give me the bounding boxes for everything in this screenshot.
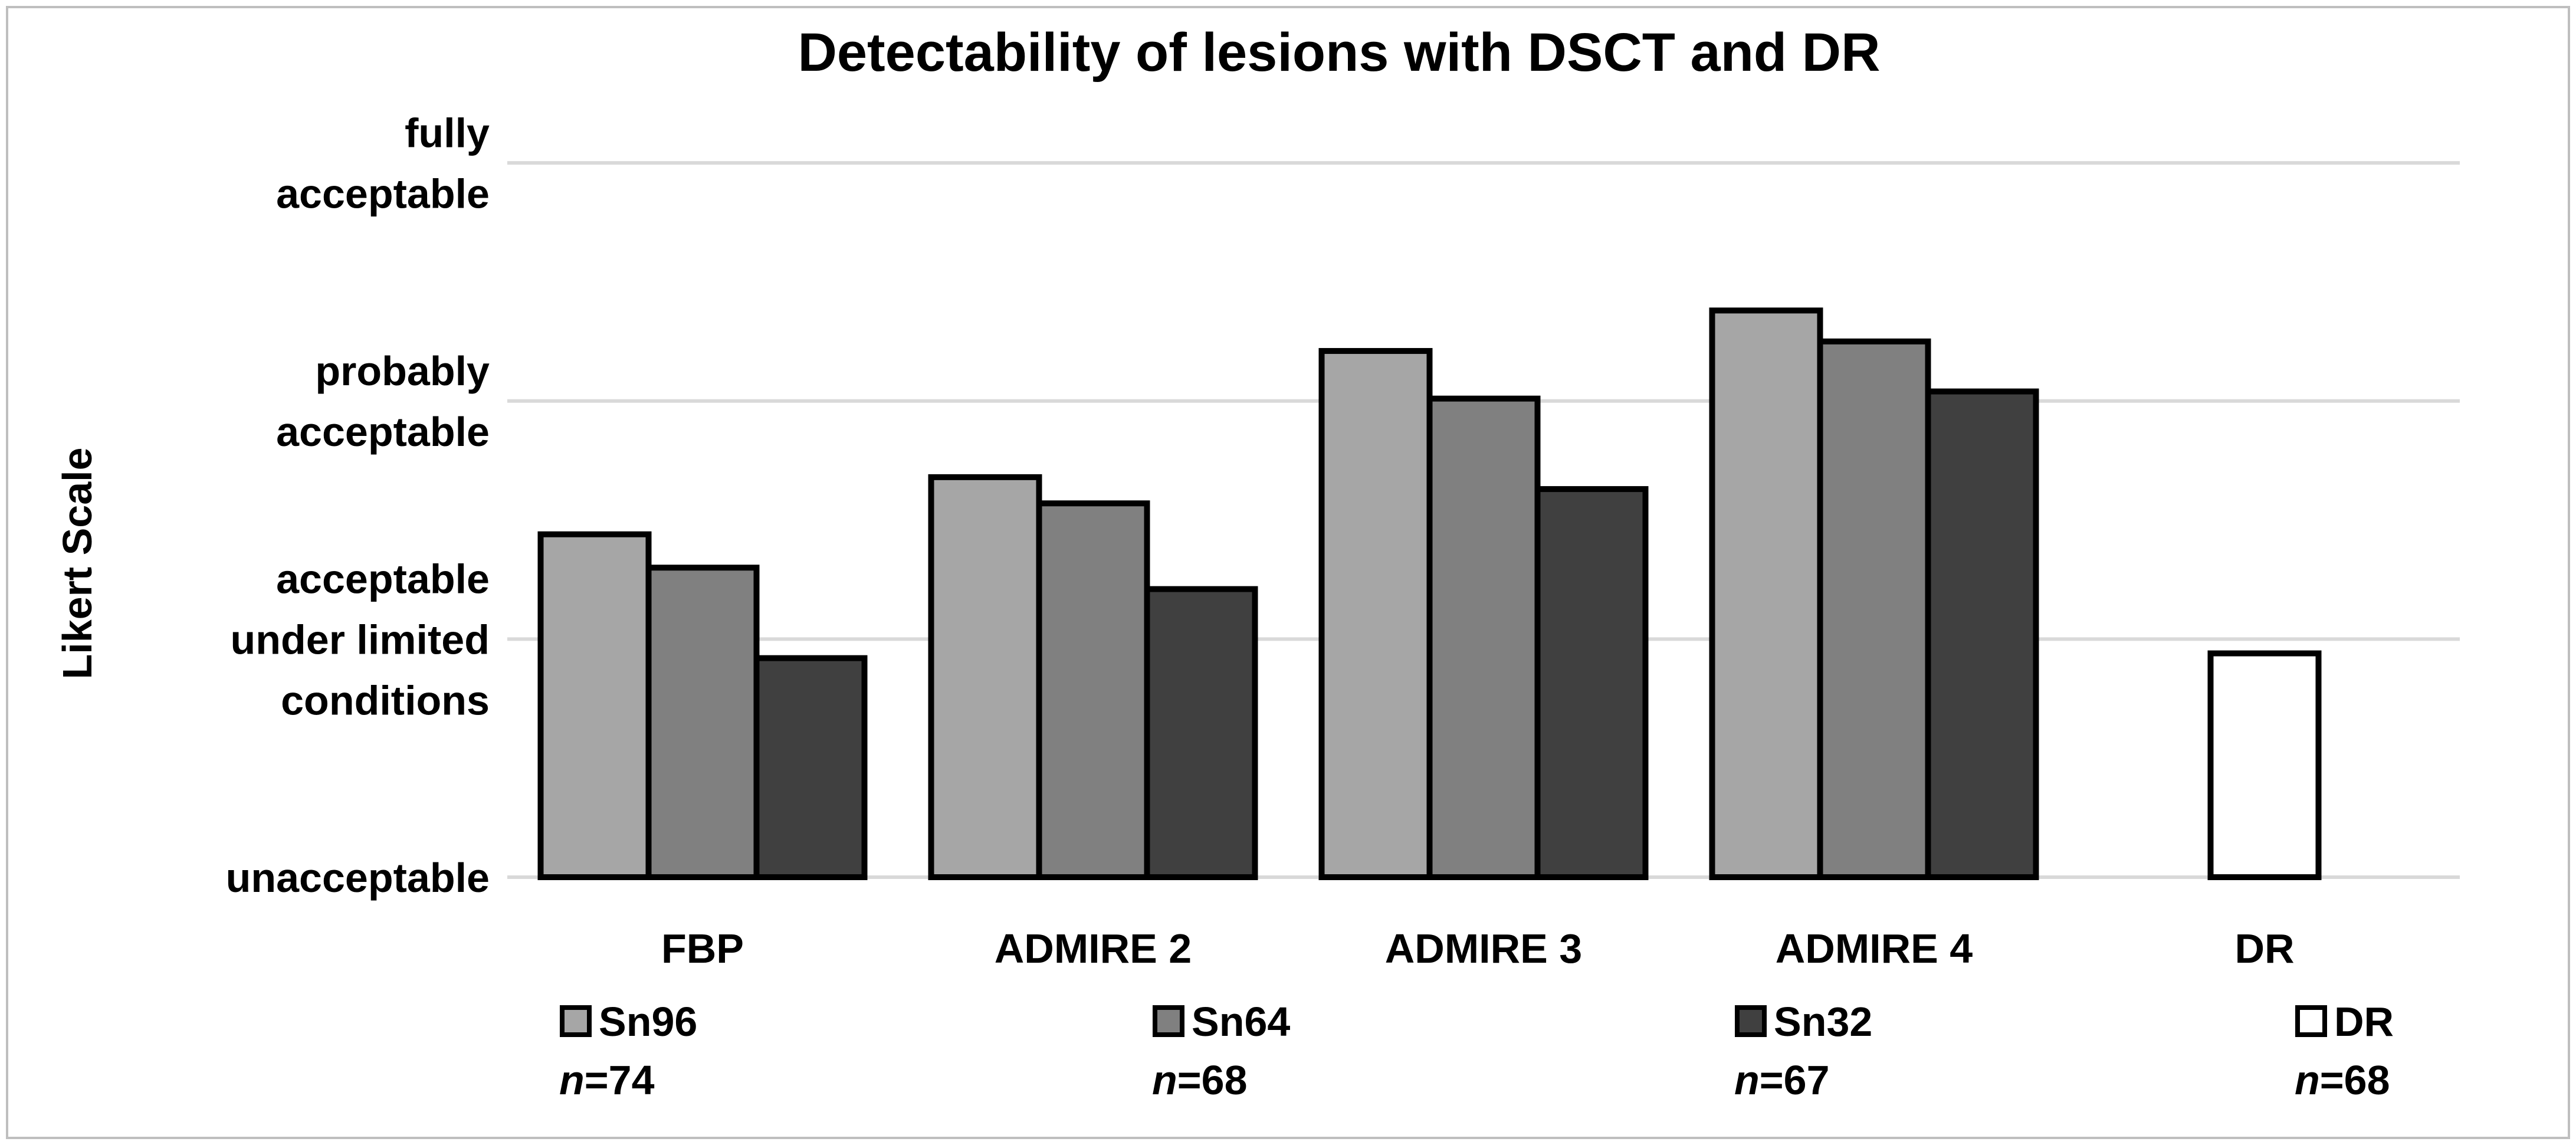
bar-sn96-admire-4 — [1709, 307, 1823, 880]
y-tick-line: under limited — [231, 616, 490, 662]
legend-swatch-sn32 — [1735, 1005, 1767, 1037]
y-tick-label-4: fully acceptable — [276, 110, 490, 217]
bar-sn64-admire-3 — [1426, 395, 1541, 880]
y-axis-label: Likert Scale — [54, 448, 100, 680]
x-tick-label-admire-2: ADMIRE 2 — [995, 926, 1192, 972]
sample-size-value: =74 — [585, 1057, 655, 1103]
y-tick-line: fully — [405, 110, 490, 156]
sample-size-value: =67 — [1760, 1057, 1830, 1103]
legend-label-sn32: Sn32 — [1774, 999, 1872, 1045]
sample-size-value: =68 — [1177, 1057, 1248, 1103]
legend-swatch-sn96 — [560, 1005, 592, 1037]
bar-sn32-fbp — [753, 655, 868, 880]
legend-sample-size-dr: n=68 — [2295, 1057, 2390, 1103]
y-tick-label-3: probably acceptable — [276, 348, 490, 455]
bar-sn32-admire-3 — [1534, 486, 1649, 880]
bars — [537, 307, 2322, 880]
sample-size-symbol: n — [1734, 1057, 1760, 1103]
y-tick-line: conditions — [281, 677, 490, 723]
y-tick-line: acceptable — [276, 409, 490, 455]
bar-sn64-admire-4 — [1817, 338, 1931, 880]
bar-dr-dr — [2207, 650, 2322, 880]
sample-size-symbol: n — [1152, 1057, 1177, 1103]
y-tick-line: probably — [315, 348, 490, 394]
chart-frame — [6, 6, 2570, 1139]
x-tick-label-admire-3: ADMIRE 3 — [1385, 926, 1582, 972]
y-tick-label-1: unacceptable — [226, 855, 490, 901]
bar-sn32-admire-4 — [1925, 388, 2039, 880]
bar-sn96-admire-2 — [928, 474, 1042, 880]
bar-sn96-fbp — [537, 531, 652, 880]
legend-label-sn64: Sn64 — [1192, 999, 1290, 1045]
bar-sn64-admire-2 — [1036, 500, 1150, 880]
legend-sample-size-sn32: n=67 — [1734, 1057, 1830, 1103]
legend-swatch-dr — [2295, 1005, 2327, 1037]
bar-sn64-fbp — [645, 565, 760, 880]
x-tick-label-fbp: FBP — [661, 926, 744, 972]
legend-label-dr: DR — [2334, 999, 2394, 1045]
y-tick-labels: unacceptable acceptable under limited condi… — [226, 110, 490, 901]
bar-sn96-admire-3 — [1318, 347, 1433, 880]
x-tick-label-dr: DR — [2234, 926, 2294, 972]
legend-sample-size-sn96: n=74 — [559, 1057, 655, 1103]
x-tick-labels: FBP ADMIRE 2 ADMIRE 3 ADMIRE 4 DR — [661, 926, 2295, 972]
legend-swatch-sn64 — [1153, 1005, 1184, 1037]
y-tick-line: acceptable — [276, 171, 490, 217]
chart-title: Detectability of lesions with DSCT and D… — [798, 22, 1880, 83]
bar-sn32-admire-2 — [1144, 586, 1258, 880]
x-tick-label-admire-4: ADMIRE 4 — [1776, 926, 1973, 972]
y-tick-line: unacceptable — [226, 855, 490, 901]
sample-size-value: =68 — [2320, 1057, 2390, 1103]
y-tick-line: acceptable — [276, 556, 490, 602]
y-tick-label-2: acceptable under limited conditions — [231, 556, 490, 723]
legend-label-sn96: Sn96 — [599, 999, 697, 1045]
sample-size-symbol: n — [2295, 1057, 2320, 1103]
legend-sample-size-sn64: n=68 — [1152, 1057, 1248, 1103]
sample-size-symbol: n — [559, 1057, 585, 1103]
